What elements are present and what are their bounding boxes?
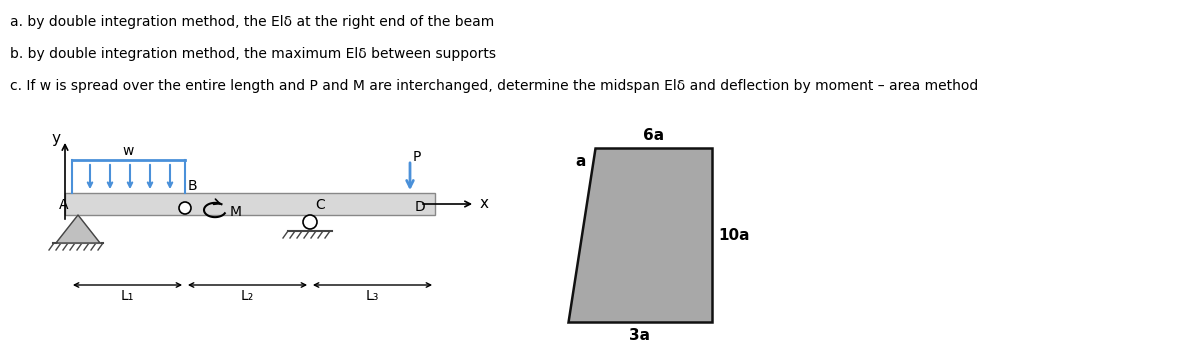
Text: a: a [576,155,586,170]
Text: L₃: L₃ [366,289,379,303]
Text: 3a: 3a [630,329,650,342]
Text: 6a: 6a [643,129,664,144]
Text: D: D [415,200,426,214]
Polygon shape [56,215,100,243]
Text: L₂: L₂ [241,289,254,303]
Text: A: A [59,198,68,212]
Polygon shape [568,148,712,322]
Text: L₁: L₁ [121,289,134,303]
Text: 10a: 10a [718,227,750,242]
Text: y: y [50,131,60,145]
Text: M: M [230,205,242,219]
Text: C: C [314,198,325,212]
Text: a. by double integration method, the Elδ at the right end of the beam: a. by double integration method, the Elδ… [10,15,494,29]
Circle shape [302,215,317,229]
Circle shape [179,202,191,214]
Bar [65,193,436,215]
Text: w: w [122,144,134,158]
Text: b. by double integration method, the maximum Elδ between supports: b. by double integration method, the max… [10,47,496,61]
Text: c. If w is spread over the entire length and P and M are interchanged, determine: c. If w is spread over the entire length… [10,79,978,93]
Text: x: x [480,197,490,211]
Text: B: B [188,179,198,193]
Text: P: P [413,150,421,164]
